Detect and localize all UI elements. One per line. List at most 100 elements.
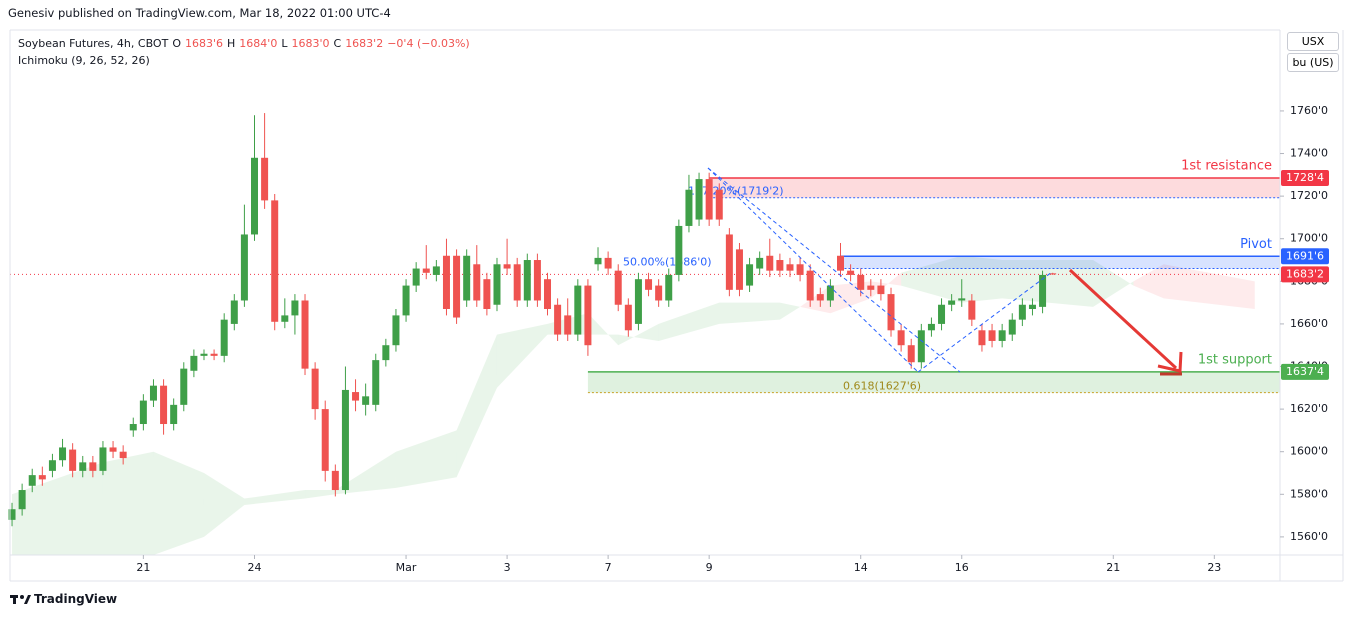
candle-body	[624, 304, 632, 331]
y-tick-label: 1560'0	[1290, 530, 1328, 543]
candle-body	[837, 255, 845, 271]
cloud-segment	[658, 302, 720, 341]
ohlc-item: C 1683'2	[334, 37, 384, 50]
cloud-segment	[12, 462, 103, 555]
ohlc-value: 1684'0	[239, 37, 278, 50]
candle-body	[756, 257, 764, 269]
cloud-segment	[587, 313, 619, 346]
ohlc-item: H 1684'0	[227, 37, 277, 50]
candle-body	[634, 279, 642, 324]
candle-body	[180, 368, 188, 405]
price-tag-label: 1728'4	[1286, 171, 1324, 184]
candle-body	[190, 355, 198, 371]
cloud-segment	[779, 302, 801, 320]
indicator: Ichimoku (9, 26, 52, 26)	[18, 54, 150, 67]
candle-body	[725, 234, 733, 290]
x-tick-label: 9	[706, 561, 713, 574]
ohlc-key: H	[227, 37, 236, 50]
candle-body	[210, 353, 218, 356]
candle-body	[28, 475, 36, 486]
candle-body	[554, 304, 562, 335]
candle-body	[826, 285, 834, 301]
candle-body	[655, 285, 663, 301]
candle-body	[897, 330, 905, 346]
change: −0'4 (−0.03%)	[387, 37, 470, 50]
footer: TradingView	[34, 592, 118, 606]
level-zone	[840, 256, 1280, 269]
candle-body	[614, 270, 622, 305]
candle-body	[948, 300, 956, 305]
legend: Soybean Futures, 4h, CBOT O 1683'6 H 1684'0 L…	[18, 35, 474, 69]
candle-body	[59, 447, 67, 461]
y-tick-label: 1660'0	[1290, 317, 1328, 330]
candle-body	[1049, 273, 1057, 275]
ohlc-key: O	[172, 37, 181, 50]
candle-body	[705, 179, 713, 220]
candle-body	[311, 368, 319, 410]
candle-body	[998, 330, 1006, 341]
candle-body	[392, 315, 400, 346]
cloud-segment	[244, 490, 306, 505]
candle-body	[301, 300, 309, 369]
candles	[8, 113, 1057, 527]
cloud-segment	[456, 334, 497, 478]
x-tick-label: 7	[605, 561, 612, 574]
candle-body	[574, 285, 582, 335]
candle-body	[796, 264, 804, 275]
candle-body	[766, 255, 774, 271]
logo-part	[13, 595, 16, 604]
price-tag-label: 1637'4	[1286, 365, 1324, 378]
candle-body	[503, 264, 511, 269]
candle-body	[988, 330, 996, 341]
candle-body	[1008, 319, 1016, 335]
cloud-segment	[153, 451, 204, 555]
y-tick-label: 1700'0	[1290, 232, 1328, 245]
candle-body	[877, 285, 885, 295]
cloud-segment	[335, 451, 396, 495]
candle-body	[79, 462, 87, 471]
candle-body	[382, 345, 390, 361]
candle-body	[978, 330, 986, 346]
candle-body	[291, 300, 299, 316]
y-tick-label: 1620'0	[1290, 402, 1328, 415]
candle-body	[230, 300, 238, 324]
cloud-segment	[870, 272, 902, 299]
candle-body	[847, 270, 855, 275]
candle-body	[533, 260, 541, 301]
cloud-segment	[800, 285, 831, 314]
symbol: Soybean Futures, 4h, CBOT	[18, 37, 169, 50]
axes: 1560'01580'01600'01620'01640'01660'01680…	[136, 104, 1329, 574]
candle-body	[695, 179, 703, 220]
fib-label: 0.618(1627'6)	[843, 380, 921, 393]
y-tick-label: 1760'0	[1290, 104, 1328, 117]
ichimoku-cloud	[12, 255, 1255, 555]
cloud-segment	[618, 323, 659, 346]
units[interactable]: USX bu (US)	[1287, 32, 1339, 74]
candle-body	[927, 323, 935, 331]
candle-body	[38, 475, 46, 480]
candle-body	[422, 268, 430, 273]
unit-button[interactable]: bu (US)	[1287, 53, 1339, 72]
ohlc-value: 1683'2	[345, 37, 384, 50]
candle-body	[776, 260, 784, 271]
candle-body	[251, 157, 259, 235]
candle-body	[432, 266, 440, 275]
candle-body	[917, 330, 925, 363]
candle-body	[442, 255, 450, 310]
price-tag	[1281, 266, 1329, 283]
candle-body	[412, 268, 420, 286]
candle-body	[281, 315, 289, 322]
currency-button[interactable]: USX	[1287, 32, 1339, 51]
candle-body	[463, 255, 471, 301]
candle-body	[493, 264, 501, 305]
candle-body	[352, 392, 360, 401]
footer-logo	[10, 595, 31, 604]
candle-body	[372, 360, 380, 405]
candle-body	[170, 404, 178, 425]
price-tag	[1281, 248, 1329, 265]
level-name: 1st resistance	[1181, 159, 1272, 174]
y-tick-label: 1740'0	[1290, 147, 1328, 160]
candle-body	[1018, 304, 1026, 320]
